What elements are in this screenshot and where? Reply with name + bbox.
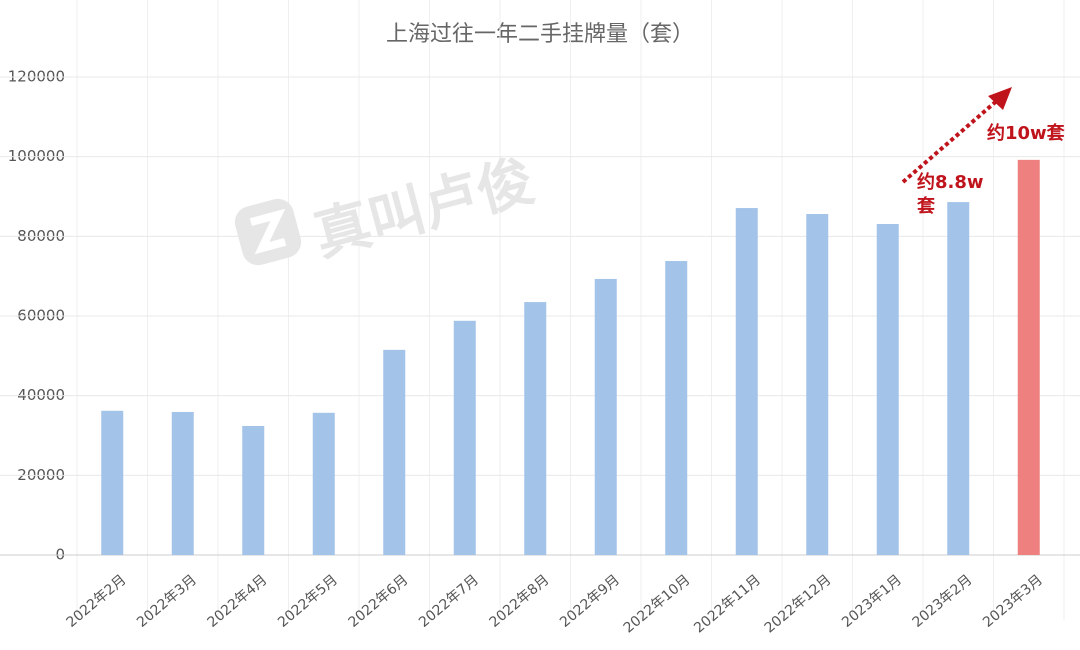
bar — [947, 202, 970, 555]
x-tick-label: 2022年11月 — [691, 572, 764, 637]
x-tick-label: 2022年3月 — [134, 572, 200, 631]
x-tick-label: 2022年5月 — [275, 572, 341, 631]
x-tick-label: 2023年2月 — [910, 572, 976, 631]
bar — [524, 302, 547, 555]
annotation: 套 — [917, 195, 935, 217]
bar — [594, 278, 617, 555]
watermark: 真叫卢俊 — [308, 148, 541, 269]
bar — [876, 223, 899, 556]
bar — [242, 425, 265, 555]
x-tick-label: 2022年12月 — [762, 572, 835, 637]
bar — [171, 411, 194, 555]
x-tick-label: 2022年7月 — [416, 572, 482, 631]
x-tick-label: 2022年10月 — [621, 572, 694, 637]
trend-arrow — [901, 87, 1012, 184]
x-tick-label: 2023年3月 — [980, 572, 1046, 631]
bar — [101, 410, 124, 555]
x-tick-label: 2022年9月 — [557, 572, 623, 631]
bar — [735, 208, 758, 555]
x-tick-label: 2023年1月 — [839, 572, 905, 631]
bar — [665, 261, 688, 555]
bar — [1017, 159, 1040, 555]
chart-title: 上海过往一年二手挂牌量（套） — [386, 22, 694, 47]
plot: 0200004000060000800001000001200002022年2月… — [0, 0, 1080, 636]
x-tick-label: 2022年8月 — [487, 572, 553, 631]
bar — [383, 349, 406, 555]
x-tick-label: 2022年4月 — [205, 572, 271, 631]
x-tick-label: 2022年2月 — [64, 572, 130, 631]
bar — [312, 412, 335, 555]
annotation: 约10w套 — [987, 122, 1065, 144]
watermark-logo — [234, 198, 302, 266]
bar — [806, 214, 829, 555]
annotation: 约8.8w — [917, 171, 984, 193]
x-tick-label: 2022年6月 — [346, 572, 412, 631]
bar — [453, 320, 476, 555]
